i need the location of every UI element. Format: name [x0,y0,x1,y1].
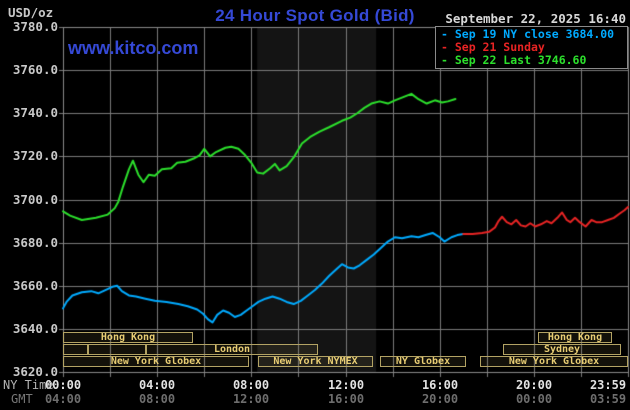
x-axis-label-ny: 04:00 [138,378,176,392]
y-axis-label: 3740.0 [12,105,58,120]
chart-legend: - Sep 19 NY close 3684.00- Sep 21 Sunday… [435,26,628,69]
x-axis-label-ny: 20:00 [515,378,553,392]
ny-time-axis-caption: NY Time [3,378,54,392]
y-axis-label: 3620.0 [12,364,58,379]
legend-entry: - Sep 21 Sunday [441,40,545,54]
session-box-new-york-nymex: New York NYMEX [258,356,373,367]
y-axis-label: 3780.0 [12,19,58,34]
y-axis-label: 3640.0 [12,321,58,336]
x-axis-label-ny: 12:00 [327,378,365,392]
y-axis-label: 3660.0 [12,278,58,293]
kitco-website-link[interactable]: www.kitco.com [68,38,199,58]
y-axis-units-label: USD/oz [8,5,54,20]
x-axis-label-ny: 00:00 [44,378,82,392]
x-axis-label-gmt: 08:00 [138,392,176,406]
y-axis-label: 3680.0 [12,235,58,250]
x-axis-label-gmt: 20:00 [421,392,459,406]
x-axis-label-gmt: 04:00 [44,392,82,406]
x-axis-label-gmt: 16:00 [327,392,365,406]
session-box-new-york-globex: New York Globex [480,356,628,367]
x-axis-label-gmt: 12:00 [232,392,270,406]
session-box-ny-globex: NY Globex [380,356,466,367]
x-axis-label-gmt: 03:59 [589,392,627,406]
y-axis-label: 3700.0 [12,192,58,207]
x-axis-label-ny: 23:59 [589,378,627,392]
session-box-hong-kong: Hong Kong [63,332,193,343]
x-axis-label-ny: 08:00 [232,378,270,392]
chart-datetime: September 22, 2025 16:40 [445,11,626,26]
session-box [63,344,88,355]
chart-title: 24 Hour Spot Gold (Bid) [215,6,415,25]
session-box-sydney: Sydney [503,344,621,355]
session-box [88,344,146,355]
y-axis-label: 3720.0 [12,148,58,163]
gmt-axis-caption: GMT [11,392,33,406]
session-box-new-york-globex: New York Globex [63,356,249,367]
legend-entry: - Sep 19 NY close 3684.00 [441,27,615,41]
session-box-london: London [146,344,318,355]
x-axis-label-gmt: 00:00 [515,392,553,406]
legend-entry: - Sep 22 Last 3746.60 [441,53,587,67]
session-box-hong-kong: Hong Kong [538,332,612,343]
x-axis-label-ny: 16:00 [421,378,459,392]
y-axis-label: 3760.0 [12,62,58,77]
